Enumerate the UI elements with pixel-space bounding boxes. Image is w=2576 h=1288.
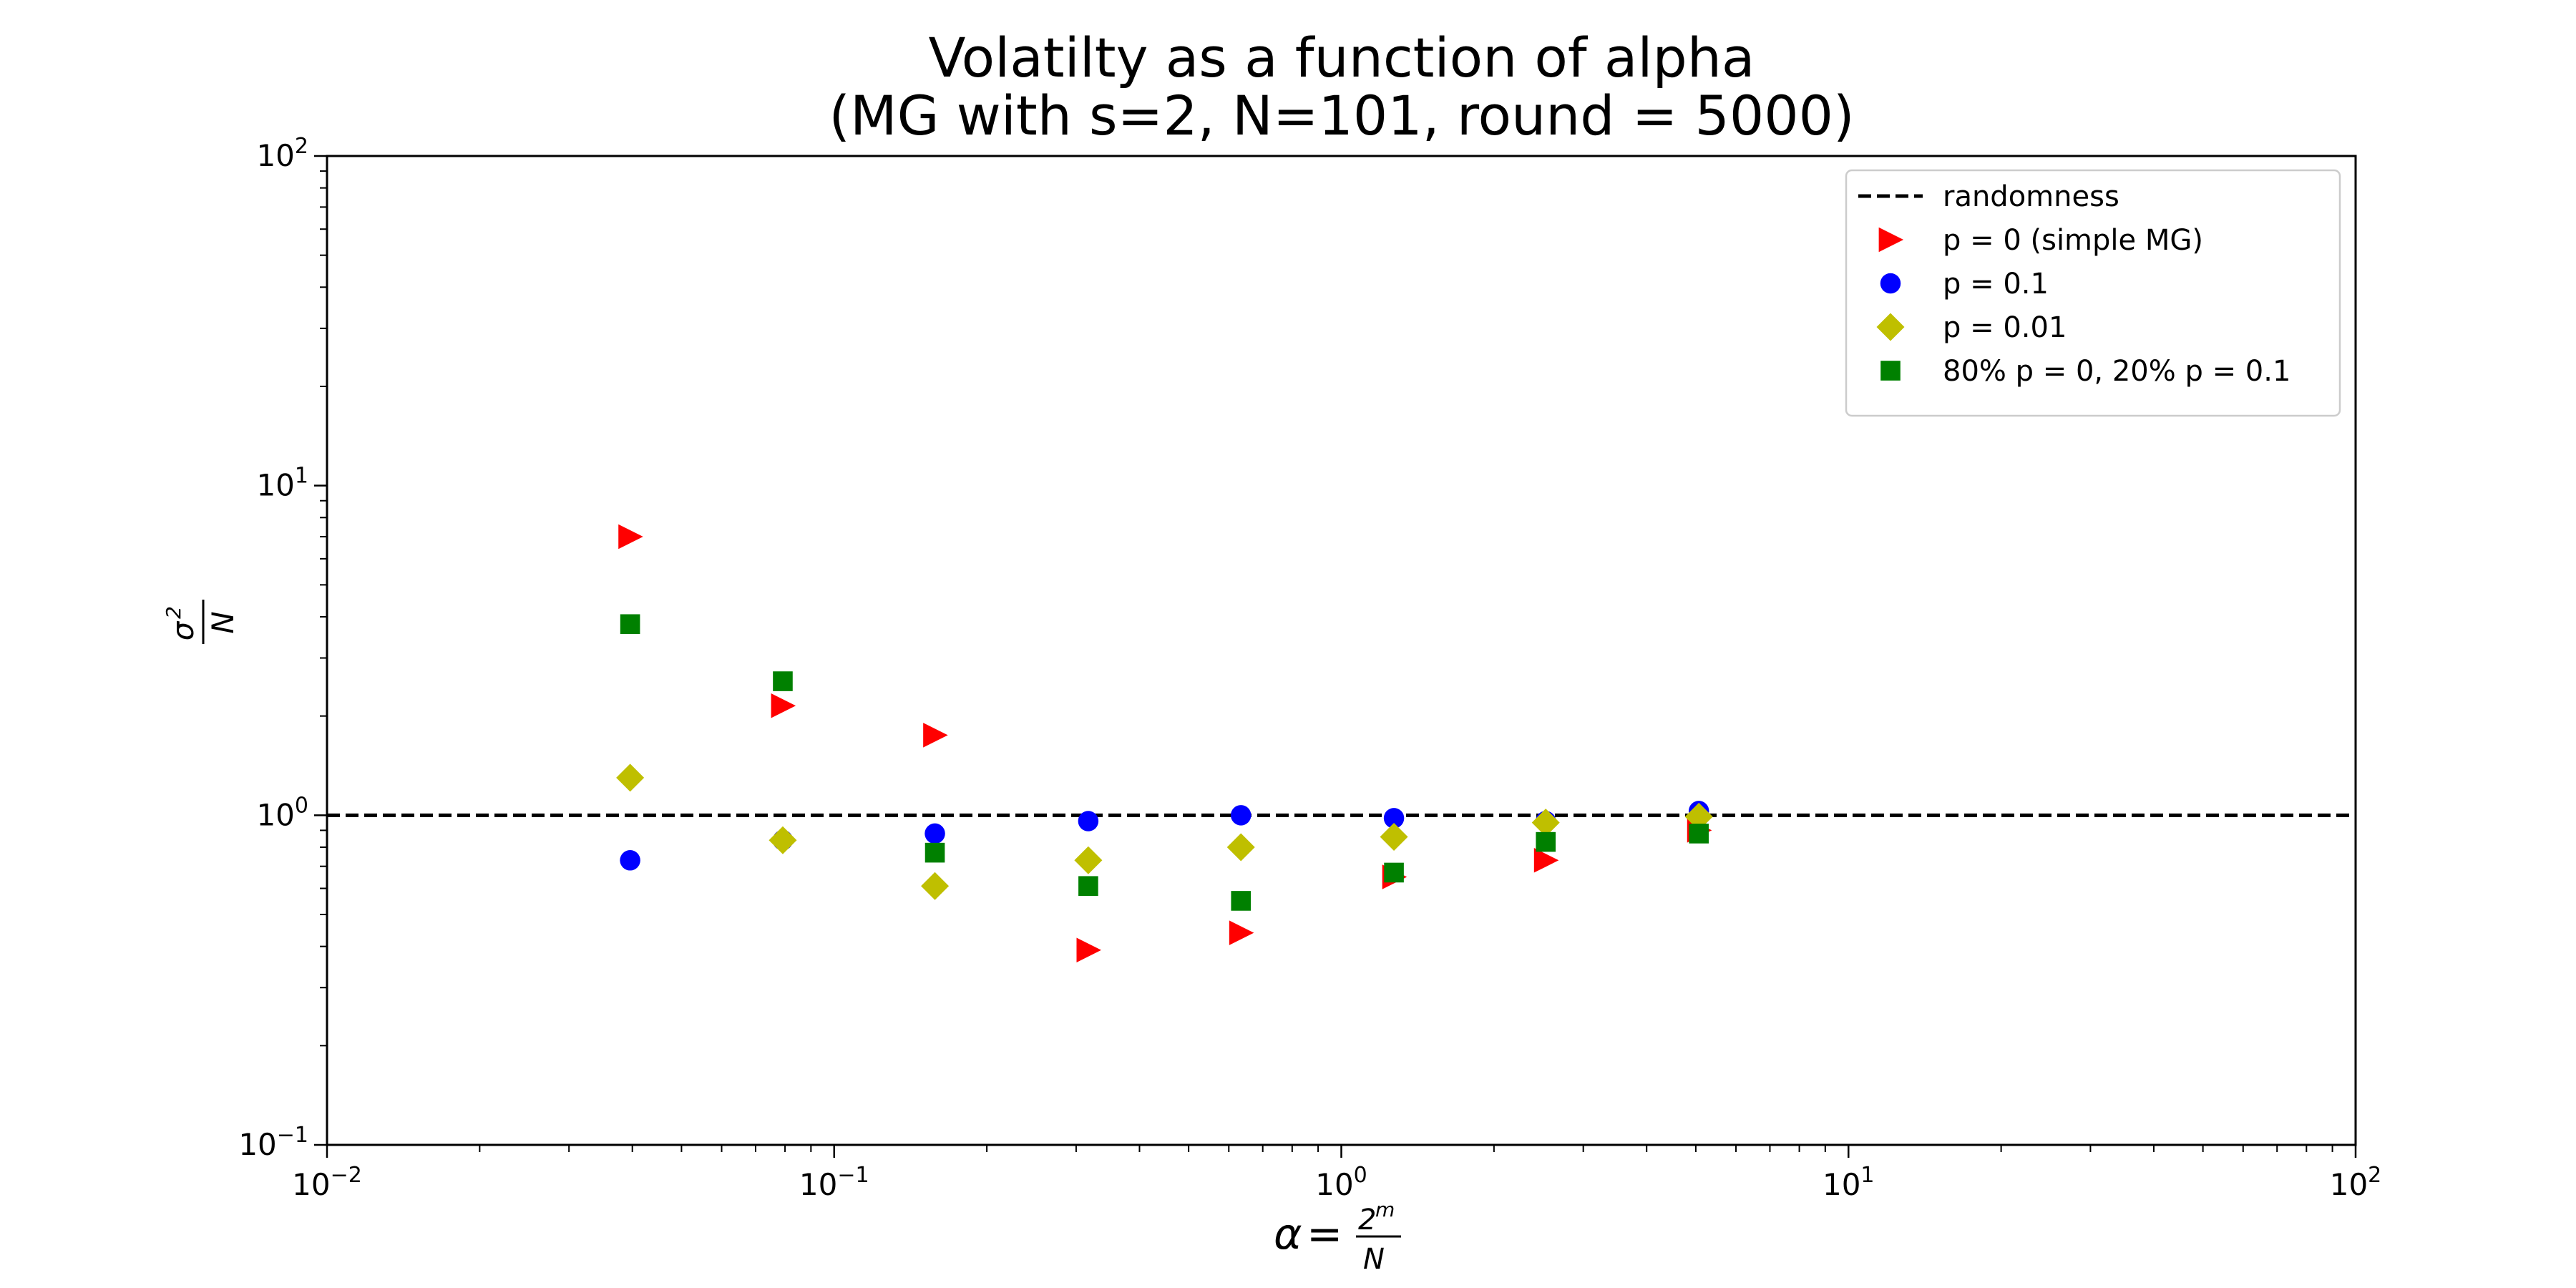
y-label-num: σ (165, 620, 200, 640)
data-point (923, 723, 948, 748)
legend-marker (1878, 227, 1904, 253)
y-tick-label: 101 (256, 464, 308, 503)
x-axis: 10−2 10−1 100 101 102 (292, 1145, 2381, 1202)
data-point (1383, 808, 1405, 829)
legend-label: 80% p = 0, 20% p = 0.1 (1943, 355, 2290, 388)
data-point (620, 850, 640, 871)
data-point (1076, 937, 1101, 962)
data-point (1380, 823, 1408, 852)
data-point (1684, 802, 1713, 831)
data-point (1074, 846, 1103, 874)
x-tick-label: 100 (1315, 1163, 1367, 1202)
data-point (1384, 862, 1404, 883)
data-point (620, 614, 640, 635)
data-point (773, 671, 793, 691)
data-point (1230, 805, 1252, 826)
chart-subtitle: (MG with s=2, N=101, round = 5000) (829, 84, 1854, 147)
legend-marker (1880, 361, 1901, 381)
series-3 (620, 614, 1709, 911)
data-point (924, 823, 945, 844)
y-label-den: N (205, 611, 240, 633)
x-tick-label: 102 (2330, 1163, 2382, 1202)
data-point (1226, 833, 1255, 862)
data-point (616, 763, 645, 792)
y-axis-label: σ 2 N (162, 600, 240, 644)
chart-title: Volatilty as a function of alpha (929, 26, 1755, 89)
data-point (1078, 811, 1099, 831)
data-point (1533, 848, 1559, 873)
data-point (924, 842, 945, 863)
y-label-num-sup: 2 (162, 606, 185, 619)
legend-label: randomness (1943, 180, 2119, 213)
data-point (1536, 831, 1556, 852)
data-point (618, 524, 643, 550)
data-point (769, 826, 797, 854)
x-axis-label: α = 2 m N (1274, 1198, 1401, 1276)
data-point (921, 872, 950, 900)
x-label-var: α (1274, 1209, 1302, 1259)
legend-box (1845, 169, 2341, 417)
data-point (1531, 809, 1560, 837)
legend-label: p = 0 (simple MG) (1943, 224, 2203, 257)
data-point (771, 693, 796, 718)
data-point (1689, 824, 1709, 844)
data-point (1231, 891, 1252, 911)
legend-label: p = 0.01 (1943, 311, 2067, 344)
y-tick-label: 100 (256, 793, 308, 832)
data-point (1229, 920, 1254, 945)
data-point (1078, 876, 1098, 897)
plot-marks (327, 524, 2356, 962)
y-tick-label: 102 (256, 134, 308, 173)
x-label-num-sup: m (1375, 1198, 1395, 1221)
x-tick-label: 10−1 (799, 1163, 869, 1202)
legend-label: p = 0.1 (1943, 268, 2049, 301)
legend-marker (1876, 313, 1905, 341)
legend-marker (1880, 273, 1901, 294)
legend: randomness p = 0 (simple MG) p = 0.1 p = 0.… (1845, 169, 2341, 417)
series-0 (618, 524, 1712, 962)
x-tick-label: 101 (1823, 1163, 1875, 1202)
x-label-den: N (1363, 1243, 1385, 1276)
x-label-eq: = (1307, 1209, 1342, 1259)
x-tick-label: 10−2 (292, 1163, 362, 1202)
y-axis: 10−1 100 101 102 (238, 134, 327, 1162)
x-label-num: 2 (1358, 1204, 1376, 1236)
y-tick-label: 10−1 (238, 1123, 308, 1162)
series-2 (616, 763, 1713, 900)
